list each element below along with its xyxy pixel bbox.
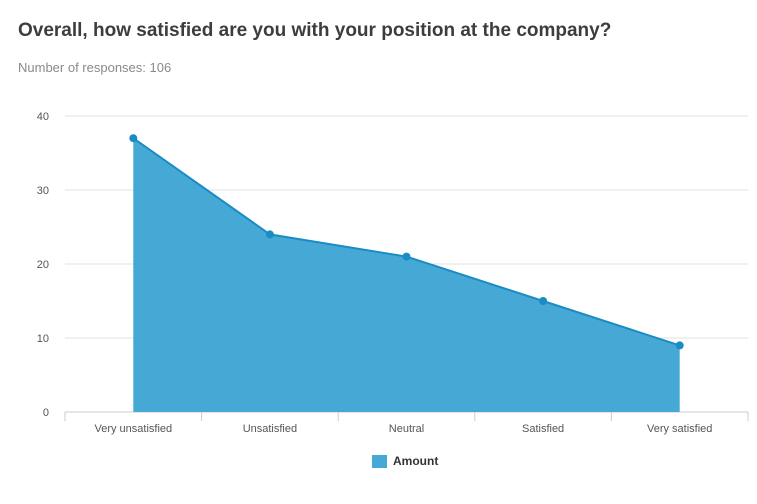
legend-label: Amount: [393, 454, 439, 468]
y-tick-label: 20: [37, 259, 49, 271]
legend[interactable]: Amount: [372, 454, 438, 468]
x-tick-label: Very satisfied: [647, 423, 712, 435]
data-point: [539, 297, 548, 305]
y-tick-label: 40: [37, 111, 49, 123]
data-point: [402, 252, 411, 261]
x-tick-label: Neutral: [389, 423, 424, 435]
data-point: [265, 230, 274, 239]
x-tick-label: Satisfied: [522, 423, 564, 435]
data-point: [129, 134, 138, 143]
x-tick-label: Unsatisfied: [243, 423, 297, 435]
y-tick-label: 10: [37, 333, 49, 345]
legend-swatch: [372, 454, 387, 468]
y-tick-label: 30: [37, 185, 49, 197]
area-chart: 0 10 20 30 40 Very unsatisfied Unsatisfied Neut…: [37, 111, 749, 435]
chart-title: Overall, how satisfied are you with your…: [18, 20, 612, 41]
data-point: [675, 341, 684, 350]
y-tick-label: 0: [43, 407, 49, 419]
series-area-amount: [133, 138, 680, 412]
x-tick-label: Very unsatisfied: [94, 423, 172, 435]
response-count: Number of responses: 106: [18, 60, 172, 75]
